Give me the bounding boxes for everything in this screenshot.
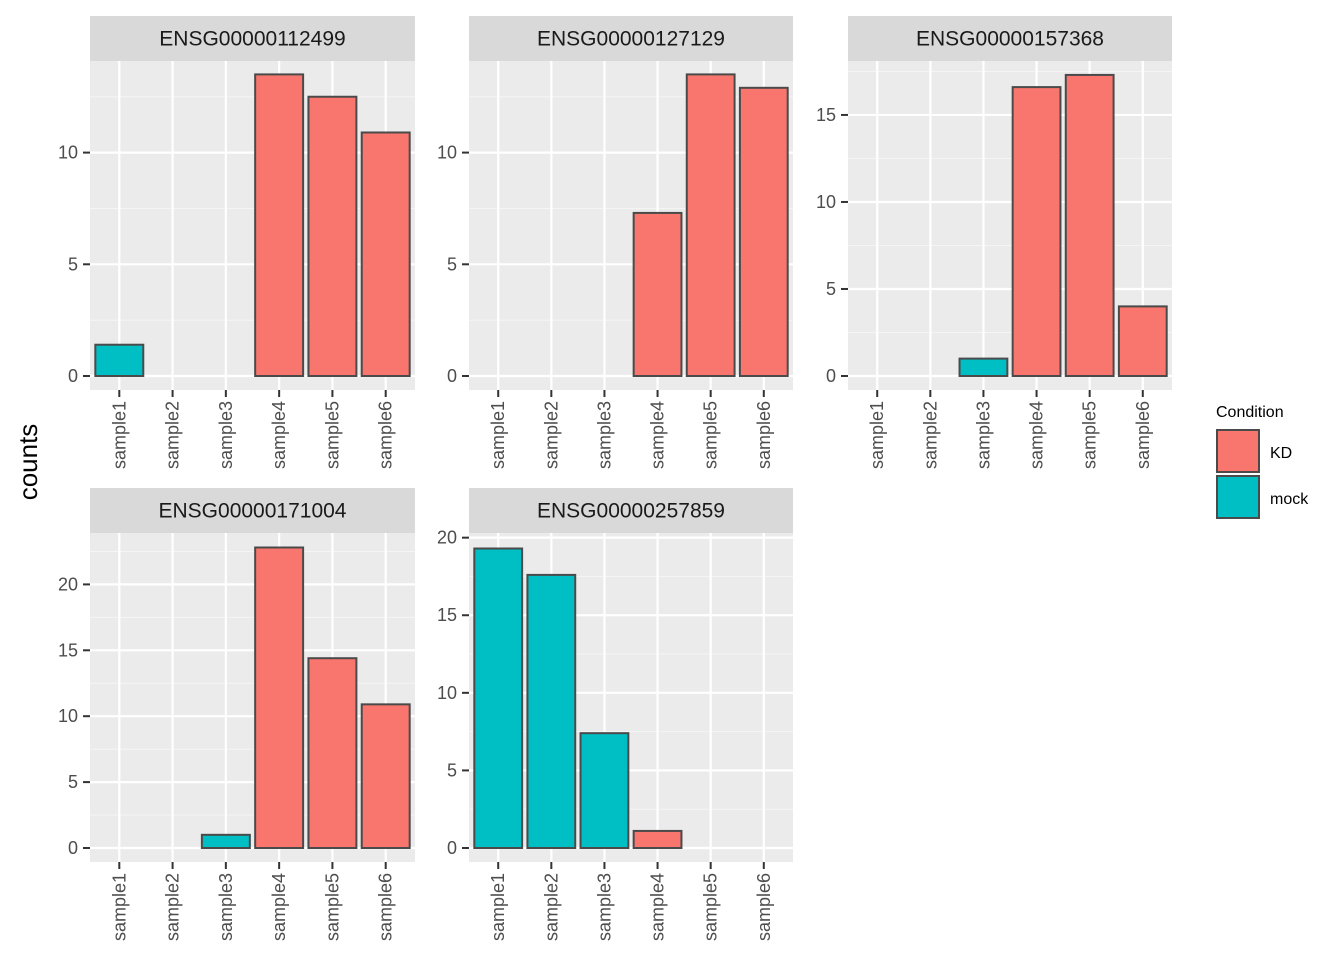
facet-title: ENSG00000257859 bbox=[537, 500, 725, 523]
bar bbox=[958, 357, 1009, 377]
x-tick-label: sample6 bbox=[754, 873, 774, 941]
x-tick-label: sample1 bbox=[488, 401, 508, 469]
y-tick-label: 5 bbox=[447, 760, 457, 780]
x-tick-label: sample3 bbox=[594, 401, 614, 469]
x-tick-label: sample4 bbox=[648, 873, 668, 941]
bar bbox=[360, 703, 411, 850]
x-tick-label: sample5 bbox=[1080, 401, 1100, 469]
facet-strip bbox=[90, 16, 415, 61]
facet-panels: ENSG00000112499 0 5 10 sample1 sample2 sample3… bbox=[58, 16, 1172, 941]
bar bbox=[579, 732, 630, 850]
bar bbox=[254, 546, 305, 850]
legend-label: KD bbox=[1270, 445, 1292, 462]
facet-strip bbox=[469, 16, 793, 61]
y-tick-label: 0 bbox=[68, 838, 78, 858]
y-tick-label: 10 bbox=[58, 143, 78, 163]
legend-key bbox=[1216, 429, 1260, 473]
legend: Condition KD mock bbox=[1216, 404, 1309, 519]
y-tick-label: 15 bbox=[437, 605, 457, 625]
bar bbox=[685, 73, 736, 377]
bar bbox=[254, 73, 305, 377]
x-tick-label: sample5 bbox=[701, 401, 721, 469]
y-tick-label: 0 bbox=[447, 838, 457, 858]
y-tick-label: 15 bbox=[816, 105, 836, 125]
x-tick-label: sample4 bbox=[1027, 401, 1047, 469]
bar bbox=[473, 547, 524, 849]
x-tick-label: sample3 bbox=[216, 873, 236, 941]
y-tick-label: 20 bbox=[58, 574, 78, 594]
y-tick-label: 5 bbox=[68, 772, 78, 792]
x-tick-label: sample2 bbox=[163, 873, 183, 941]
x-tick-label: sample2 bbox=[541, 873, 561, 941]
x-tick-label: sample4 bbox=[269, 873, 289, 941]
x-tick-label: sample1 bbox=[109, 401, 129, 469]
facet-title: ENSG00000112499 bbox=[159, 28, 345, 51]
y-tick-label: 0 bbox=[68, 366, 78, 386]
y-tick-label: 10 bbox=[437, 683, 457, 703]
y-tick-label: 0 bbox=[447, 366, 457, 386]
y-tick-label: 5 bbox=[447, 254, 457, 274]
x-tick-label: sample1 bbox=[867, 401, 887, 469]
bar bbox=[94, 343, 145, 378]
x-tick-label: sample6 bbox=[754, 401, 774, 469]
y-tick-label: 20 bbox=[437, 528, 457, 548]
facet-title: ENSG00000157368 bbox=[916, 28, 1104, 51]
facet-panel: ENSG00000257859 0 5 10 15 20 sample1 sample2 sam… bbox=[437, 488, 793, 941]
facet-title: ENSG00000171004 bbox=[159, 500, 347, 523]
x-tick-label: sample4 bbox=[269, 401, 289, 469]
y-tick-label: 15 bbox=[58, 640, 78, 660]
y-axis-title: counts bbox=[13, 424, 43, 501]
x-tick-label: sample3 bbox=[594, 873, 614, 941]
facet-panel: ENSG00000127129 0 5 10 sample1 sample2 sample3… bbox=[437, 16, 793, 469]
y-tick-label: 5 bbox=[826, 279, 836, 299]
facet-panel: ENSG00000171004 0 5 10 15 20 sample1 sample2 sam… bbox=[58, 488, 415, 941]
bar bbox=[360, 131, 411, 377]
x-tick-label: sample6 bbox=[376, 401, 396, 469]
y-tick-label: 10 bbox=[816, 192, 836, 212]
x-tick-label: sample5 bbox=[701, 873, 721, 941]
bar bbox=[1011, 86, 1062, 377]
x-tick-label: sample2 bbox=[541, 401, 561, 469]
y-tick-label: 10 bbox=[437, 143, 457, 163]
y-tick-label: 5 bbox=[68, 254, 78, 274]
bar bbox=[307, 95, 358, 377]
bar bbox=[632, 829, 683, 849]
x-tick-label: sample1 bbox=[488, 873, 508, 941]
bar bbox=[632, 211, 683, 377]
x-tick-label: sample3 bbox=[216, 401, 236, 469]
x-tick-label: sample1 bbox=[109, 873, 129, 941]
bar bbox=[1064, 73, 1115, 378]
facet-panel: ENSG00000157368 0 5 10 15 sample1 sample2 sampl… bbox=[816, 16, 1172, 469]
facet-strip bbox=[90, 488, 415, 533]
x-tick-label: sample2 bbox=[920, 401, 940, 469]
facet-strip bbox=[469, 488, 793, 533]
legend-key bbox=[1216, 475, 1260, 519]
facet-strip bbox=[848, 16, 1172, 61]
bar bbox=[1117, 305, 1168, 378]
x-tick-label: sample2 bbox=[163, 401, 183, 469]
y-tick-label: 10 bbox=[58, 706, 78, 726]
y-tick-label: 0 bbox=[826, 366, 836, 386]
x-tick-label: sample6 bbox=[1133, 401, 1153, 469]
bar bbox=[738, 86, 789, 378]
x-tick-label: sample3 bbox=[973, 401, 993, 469]
x-tick-label: sample6 bbox=[376, 873, 396, 941]
x-tick-label: sample5 bbox=[322, 873, 342, 941]
bar bbox=[200, 833, 251, 849]
facet-panel: ENSG00000112499 0 5 10 sample1 sample2 sample3… bbox=[58, 16, 415, 469]
x-tick-label: sample5 bbox=[322, 401, 342, 469]
x-tick-label: sample4 bbox=[648, 401, 668, 469]
bar bbox=[526, 573, 577, 849]
legend-label: mock bbox=[1270, 491, 1309, 508]
facet-title: ENSG00000127129 bbox=[537, 28, 725, 51]
bar bbox=[307, 657, 358, 850]
legend-title: Condition bbox=[1216, 404, 1284, 421]
